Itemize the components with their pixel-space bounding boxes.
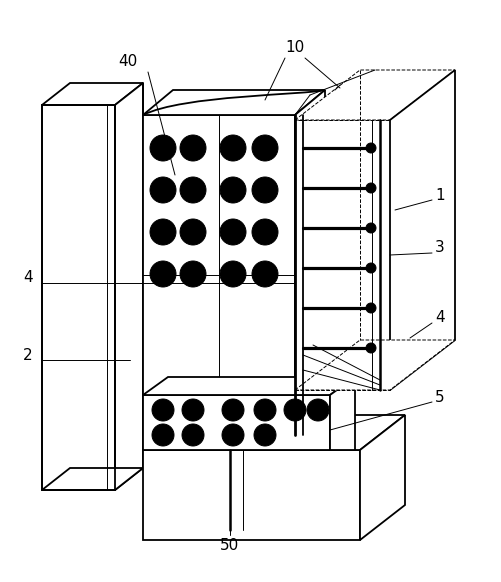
Bar [295, 120, 389, 390]
Text: 1: 1 [434, 187, 444, 203]
Bar [143, 115, 295, 435]
Polygon shape [389, 70, 454, 390]
Circle shape [152, 399, 174, 421]
Circle shape [365, 263, 375, 273]
Circle shape [284, 399, 306, 421]
Circle shape [252, 177, 278, 203]
Text: 3: 3 [434, 240, 444, 255]
Circle shape [254, 424, 276, 446]
Text: 2: 2 [23, 347, 33, 363]
Circle shape [365, 143, 375, 153]
Polygon shape [42, 83, 143, 105]
Polygon shape [295, 70, 454, 120]
Polygon shape [295, 340, 454, 390]
Text: 5: 5 [434, 391, 444, 406]
Circle shape [219, 219, 245, 245]
Circle shape [365, 223, 375, 233]
Bar [42, 105, 115, 490]
Polygon shape [143, 90, 324, 115]
Circle shape [307, 399, 328, 421]
Circle shape [365, 183, 375, 193]
Circle shape [219, 135, 245, 161]
Circle shape [254, 399, 276, 421]
Circle shape [365, 303, 375, 313]
Circle shape [219, 177, 245, 203]
Circle shape [150, 177, 176, 203]
Bar [143, 450, 359, 540]
Text: 4: 4 [23, 271, 33, 286]
Polygon shape [143, 415, 404, 450]
Circle shape [182, 399, 203, 421]
Circle shape [180, 261, 205, 287]
Polygon shape [115, 83, 143, 490]
Bar [42, 105, 115, 490]
Circle shape [150, 261, 176, 287]
Circle shape [150, 135, 176, 161]
Circle shape [219, 261, 245, 287]
Circle shape [180, 135, 205, 161]
Circle shape [152, 424, 174, 446]
Polygon shape [359, 415, 404, 540]
Circle shape [252, 219, 278, 245]
Polygon shape [143, 377, 354, 395]
Text: 40: 40 [118, 55, 137, 69]
Text: 4: 4 [434, 311, 444, 325]
Circle shape [182, 424, 203, 446]
Circle shape [180, 177, 205, 203]
Polygon shape [42, 468, 143, 490]
Circle shape [365, 343, 375, 353]
Circle shape [150, 219, 176, 245]
Circle shape [180, 219, 205, 245]
Bar [143, 395, 329, 450]
Circle shape [221, 399, 243, 421]
Text: 10: 10 [285, 41, 304, 55]
Circle shape [252, 261, 278, 287]
Polygon shape [295, 90, 324, 435]
Circle shape [221, 424, 243, 446]
Text: 50: 50 [220, 538, 239, 552]
Polygon shape [329, 377, 354, 450]
Circle shape [252, 135, 278, 161]
